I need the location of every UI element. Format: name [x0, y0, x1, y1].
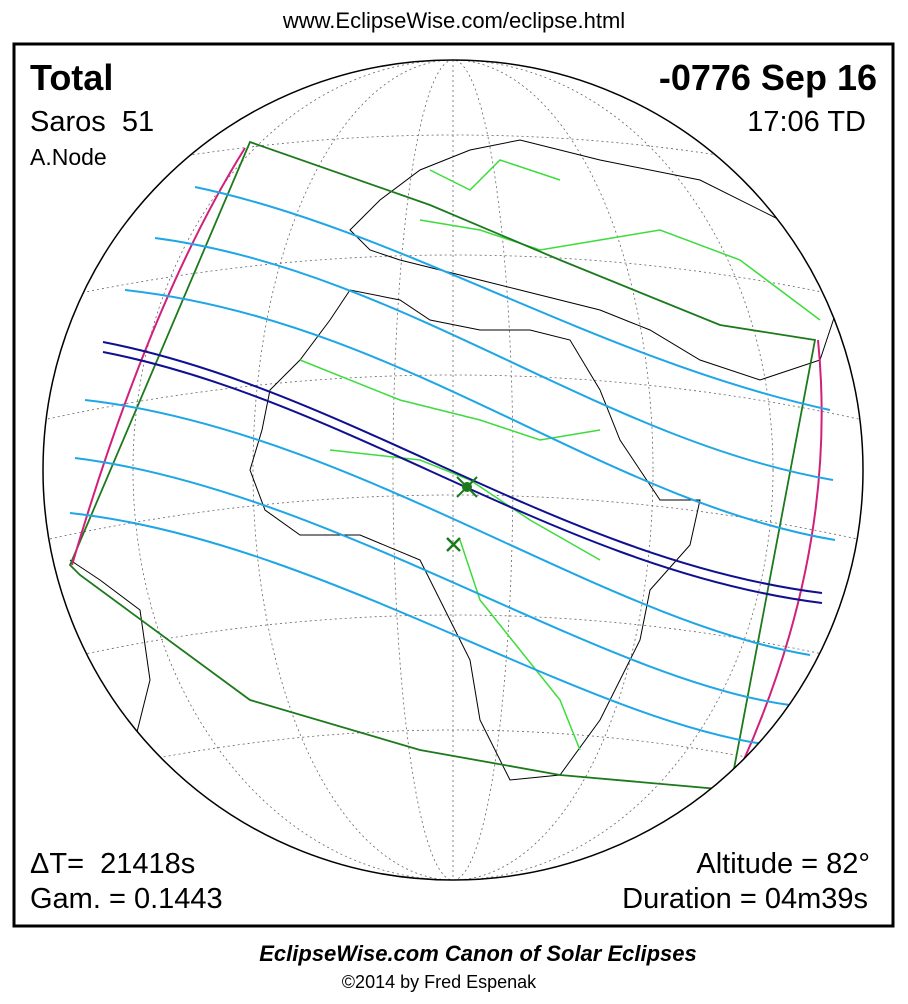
gamma: Gam. = 0.1443: [30, 883, 223, 915]
saros: Saros 51: [30, 106, 154, 138]
globe-outline: [42, 59, 864, 881]
footer-title: EclipseWise.com Canon of Solar Eclipses: [259, 941, 697, 966]
site-url: www.EclipseWise.com/eclipse.html: [282, 8, 625, 33]
political-borders: [299, 159, 821, 751]
coastlines: [69, 139, 841, 801]
markers: [446, 476, 478, 552]
node: A.Node: [30, 144, 107, 170]
globe: [43, 60, 863, 880]
eclipse-type: Total: [30, 57, 113, 98]
frame: [12, 42, 895, 928]
graticule: [43, 60, 863, 880]
delta-t: ΔT= 21418s: [30, 848, 195, 880]
duration: Duration = 04m39s: [622, 883, 868, 915]
date: -0776 Sep 16: [659, 57, 877, 98]
altitude: Altitude = 82°: [696, 848, 870, 880]
time: 17:06 TD: [747, 106, 866, 138]
footer-credit: ©2014 by Fred Espenak: [342, 972, 537, 992]
eclipse-path: [68, 140, 836, 791]
